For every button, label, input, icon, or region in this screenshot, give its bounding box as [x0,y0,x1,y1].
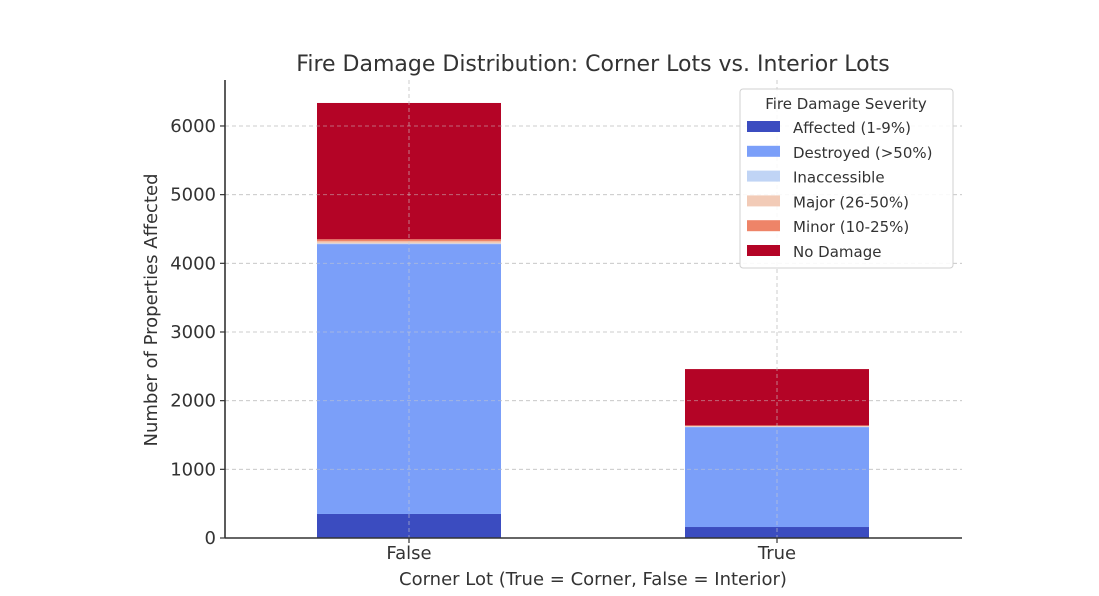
y-tick-label: 3000 [170,322,216,343]
legend-label: Minor (10-25%) [793,218,909,236]
y-axis-label: Number of Properties Affected [141,173,162,446]
y-tick-label: 1000 [170,459,216,480]
x-axis-ticks: False True [386,538,796,564]
legend-label: Affected (1-9%) [793,119,911,137]
bar-segment [685,427,869,528]
bar-segment [685,527,869,538]
y-tick-label: 2000 [170,391,216,412]
legend-label: Inaccessible [793,169,885,187]
legend-item: No Damage [747,243,881,261]
legend-items: Affected (1-9%) Destroyed (>50%) Inaccessi… [747,119,933,261]
legend-item: Destroyed (>50%) [747,144,933,162]
legend: Fire Damage Severity Affected (1-9%) Dest… [739,88,954,269]
bar-segment [317,239,501,242]
legend-swatch [747,170,780,182]
y-tick-label: 6000 [170,116,216,137]
legend-swatch [747,195,780,207]
y-tick-label: 0 [205,528,216,549]
legend-swatch [747,145,780,157]
legend-label: No Damage [793,243,881,261]
legend-item: Major (26-50%) [747,193,909,211]
legend-label: Major (26-50%) [793,193,909,211]
x-tick-label: False [386,543,431,564]
legend-item: Affected (1-9%) [747,119,911,137]
legend-item: Inaccessible [747,169,885,187]
chart-title: Fire Damage Distribution: Corner Lots vs… [296,52,889,77]
legend-swatch [747,245,780,256]
y-tick-label: 5000 [170,185,216,206]
legend-swatch [747,220,780,232]
legend-label: Destroyed (>50%) [793,144,933,162]
y-tick-label: 4000 [170,253,216,274]
legend-title: Fire Damage Severity [765,95,927,113]
x-axis-label: Corner Lot (True = Corner, False = Inter… [399,569,787,590]
axes [224,80,962,539]
legend-swatch [747,121,780,132]
x-tick-label: True [757,543,796,564]
y-axis-ticks: 0 1000 2000 3000 4000 5000 6000 [170,116,225,549]
legend-item: Minor (10-25%) [747,218,909,236]
bars [225,80,962,538]
legend-box [739,88,954,269]
